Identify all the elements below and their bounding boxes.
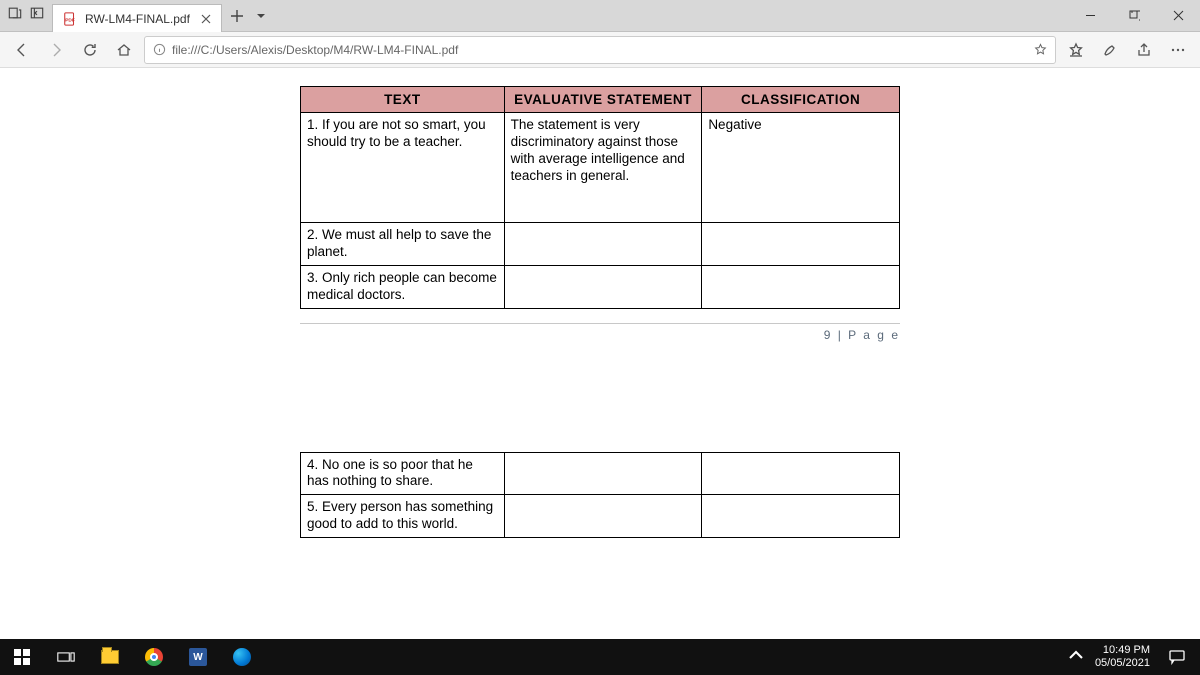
pdf-page-top: TEXT EVALUATIVE STATEMENT CLASSIFICATION… [300, 86, 900, 342]
more-button[interactable] [1164, 36, 1192, 64]
titlebar: PDF RW-LM4-FINAL.pdf [0, 0, 1200, 32]
url-box[interactable]: file:///C:/Users/Alexis/Desktop/M4/RW-LM… [144, 36, 1056, 64]
new-tab-button[interactable] [222, 0, 252, 31]
cell-eval [504, 495, 702, 538]
back-button[interactable] [8, 36, 36, 64]
close-tab-icon[interactable] [201, 14, 211, 24]
refresh-button[interactable] [76, 36, 104, 64]
favorites-button[interactable] [1062, 36, 1090, 64]
tab-dropdown-icon[interactable] [252, 0, 270, 31]
address-bar: file:///C:/Users/Alexis/Desktop/M4/RW-LM… [0, 32, 1200, 68]
cell-text: 2. We must all help to save the planet. [301, 223, 505, 266]
pdf-icon: PDF [63, 12, 77, 26]
url-text: file:///C:/Users/Alexis/Desktop/M4/RW-LM… [172, 43, 1028, 57]
clock[interactable]: 10:49 PM 05/05/2021 [1095, 644, 1150, 669]
cell-eval [504, 452, 702, 495]
start-button[interactable] [0, 639, 44, 675]
browser-tab[interactable]: PDF RW-LM4-FINAL.pdf [52, 4, 222, 32]
taskbar: W 10:49 PM 05/05/2021 [0, 639, 1200, 675]
clock-date: 05/05/2021 [1095, 657, 1150, 670]
cell-class [702, 495, 900, 538]
pdf-viewport[interactable]: TEXT EVALUATIVE STATEMENT CLASSIFICATION… [0, 68, 1200, 639]
word-icon: W [189, 648, 207, 666]
edge-icon [233, 648, 251, 666]
table-row: 2. We must all help to save the planet. [301, 223, 900, 266]
clock-time: 10:49 PM [1095, 644, 1150, 657]
tab-actions-icon[interactable] [8, 6, 22, 25]
site-info-icon[interactable] [153, 43, 166, 56]
minimize-button[interactable] [1068, 0, 1112, 31]
cell-class [702, 265, 900, 308]
cell-class [702, 223, 900, 266]
pdf-page-bottom: 4. No one is so poor that he has nothing… [300, 452, 900, 539]
table-row: 3. Only rich people can become medical d… [301, 265, 900, 308]
chrome-app[interactable] [132, 639, 176, 675]
cell-text: 5. Every person has something good to ad… [301, 495, 505, 538]
chrome-icon [145, 648, 163, 666]
action-center-button[interactable] [1160, 648, 1194, 666]
cell-eval: The statement is very discriminatory aga… [504, 113, 702, 223]
col-header-text: TEXT [301, 87, 505, 113]
edge-app[interactable] [220, 639, 264, 675]
cell-class: Negative [702, 113, 900, 223]
worksheet-table-top: TEXT EVALUATIVE STATEMENT CLASSIFICATION… [300, 86, 900, 309]
tray-chevron-icon[interactable] [1067, 646, 1085, 668]
worksheet-table-bottom: 4. No one is so poor that he has nothing… [300, 452, 900, 539]
window-controls [1068, 0, 1200, 31]
cell-text: 1. If you are not so smart, you should t… [301, 113, 505, 223]
maximize-button[interactable] [1112, 0, 1156, 31]
notes-button[interactable] [1096, 36, 1124, 64]
file-explorer-app[interactable] [88, 639, 132, 675]
task-view-button[interactable] [44, 639, 88, 675]
word-app[interactable]: W [176, 639, 220, 675]
tab-title: RW-LM4-FINAL.pdf [85, 12, 193, 26]
home-button[interactable] [110, 36, 138, 64]
cell-class [702, 452, 900, 495]
svg-text:PDF: PDF [65, 17, 75, 23]
table-row: 1. If you are not so smart, you should t… [301, 113, 900, 223]
cell-text: 4. No one is so poor that he has nothing… [301, 452, 505, 495]
table-row: 4. No one is so poor that he has nothing… [301, 452, 900, 495]
cell-eval [504, 223, 702, 266]
favorite-star-icon[interactable] [1034, 43, 1047, 56]
cell-eval [504, 265, 702, 308]
file-explorer-icon [101, 650, 119, 664]
share-button[interactable] [1130, 36, 1158, 64]
system-tray: 10:49 PM 05/05/2021 [1061, 644, 1200, 669]
page-number: 9 | P a g e [300, 323, 900, 342]
table-row: 5. Every person has something good to ad… [301, 495, 900, 538]
set-aside-tabs-icon[interactable] [30, 6, 44, 25]
col-header-class: CLASSIFICATION [702, 87, 900, 113]
col-header-eval: EVALUATIVE STATEMENT [504, 87, 702, 113]
close-window-button[interactable] [1156, 0, 1200, 31]
forward-button[interactable] [42, 36, 70, 64]
titlebar-left-icons [0, 0, 52, 31]
cell-text: 3. Only rich people can become medical d… [301, 265, 505, 308]
